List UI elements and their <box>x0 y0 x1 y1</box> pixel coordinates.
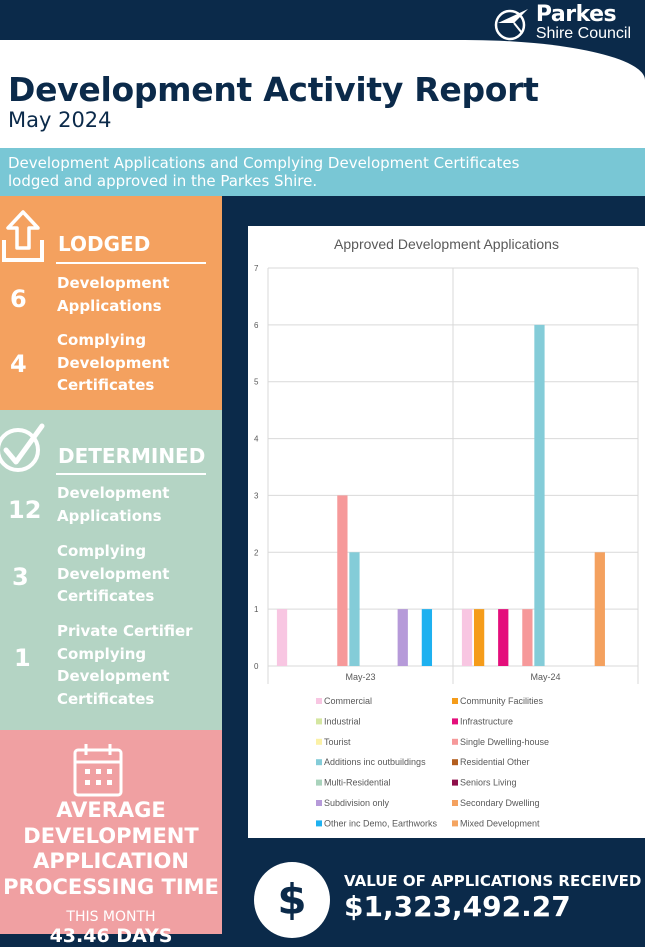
determined-da-label: Development Applications <box>57 484 170 525</box>
determined-cdc-label: Complying Development Certificates <box>57 542 170 605</box>
legend-label: Commercial <box>324 696 372 706</box>
determined-da-count: 12 <box>8 496 42 524</box>
lodged-da-count: 6 <box>10 285 27 313</box>
bar <box>473 609 485 666</box>
y-tick-label: 4 <box>254 435 259 444</box>
value-amount: $1,323,492.27 <box>344 890 571 923</box>
legend-swatch <box>316 718 322 725</box>
legend-swatch <box>452 718 458 725</box>
lodged-cdc-count: 4 <box>10 350 27 378</box>
determined-divider <box>56 473 206 475</box>
legend-label: Mixed Development <box>460 818 540 828</box>
y-tick-label: 3 <box>254 491 259 500</box>
legend-swatch <box>316 698 322 704</box>
approved-da-chart: Approved Development Applications 0 1 2 3 4 5… <box>248 226 645 838</box>
determined-panel: DETERMINED 12 Development Applications 3… <box>0 410 222 730</box>
y-tick-label: 6 <box>254 321 259 330</box>
bar <box>534 324 545 666</box>
legend-swatch <box>452 820 458 827</box>
legend-label: Multi-Residential <box>324 778 391 788</box>
legend-swatch <box>452 759 458 766</box>
legend-swatch <box>316 820 322 827</box>
upload-icon <box>2 210 44 262</box>
processing-title: AVERAGE DEVELOPMENT APPLICATION PROCESSI… <box>3 798 219 899</box>
legend-label: Additions inc outbuildings <box>324 757 426 767</box>
processing-panel: AVERAGE DEVELOPMENT APPLICATION PROCESSI… <box>0 730 222 947</box>
bar <box>349 552 360 666</box>
legend-swatch <box>316 779 322 786</box>
private-certifier-count: 1 <box>14 644 31 672</box>
bar <box>498 609 509 666</box>
private-certifier-label: Private Certifier Complying Development … <box>57 622 193 708</box>
report-period: May 2024 <box>8 108 112 132</box>
legend-label: Other inc Demo, Earthworks <box>324 818 438 828</box>
legend-swatch <box>452 779 458 786</box>
bar <box>276 609 288 666</box>
legend-swatch <box>452 800 458 806</box>
council-logo: Parkes Shire Council <box>492 0 631 46</box>
lodged-heading: LODGED <box>58 232 151 256</box>
value-label: VALUE OF APPLICATIONS RECEIVED <box>344 872 642 890</box>
y-tick-label: 2 <box>254 548 259 557</box>
bar <box>337 495 348 666</box>
y-tick-label: 1 <box>254 605 259 614</box>
processing-days: 43.46 DAYS <box>49 925 173 947</box>
determined-cdc-count: 3 <box>12 563 29 591</box>
legend-label: Subdivision only <box>324 798 390 808</box>
x-tick-label: May-24 <box>530 672 560 682</box>
legend-label: Seniors Living <box>460 778 517 788</box>
lodged-cdc-label: Complying Development Certificates <box>57 331 170 394</box>
legend-label: Secondary Dwelling <box>460 798 540 808</box>
calendar-icon <box>73 744 123 797</box>
dollar-icon: $ <box>254 862 330 938</box>
this-month-label: THIS MONTH <box>66 909 156 925</box>
intro-line-2: lodged and approved in the Parkes Shire. <box>8 172 318 190</box>
x-tick-label: May-23 <box>345 672 375 682</box>
y-tick-label: 0 <box>254 662 259 671</box>
logo-subname: Shire Council <box>535 25 631 42</box>
chart-plot: 0 1 2 3 4 5 6 7 May-23 May-24 Commercial Community … <box>254 264 639 828</box>
legend-label: Community Facilities <box>460 696 544 706</box>
legend-swatch <box>316 759 322 766</box>
bar <box>594 552 605 666</box>
legend-label: Infrastructure <box>460 716 513 726</box>
intro-line-1: Development Applications and Complying D… <box>8 154 520 172</box>
bar <box>522 609 533 666</box>
legend-label: Industrial <box>324 716 361 726</box>
bar <box>461 609 473 666</box>
logo-name: Parkes <box>535 2 617 27</box>
y-tick-label: 5 <box>254 378 259 387</box>
bar <box>421 609 433 666</box>
legend-label: Single Dwelling-house <box>460 737 549 747</box>
y-tick-label: 7 <box>254 264 259 273</box>
legend-swatch <box>452 738 458 745</box>
legend-swatch <box>316 800 322 806</box>
legend-label: Tourist <box>324 737 351 747</box>
lodged-da-label: Development Applications <box>57 274 170 315</box>
lodged-panel: LODGED 6 Development Applications 4 Comp… <box>0 196 222 410</box>
checkmark-icon <box>0 423 45 472</box>
chart-title: Approved Development Applications <box>334 236 559 252</box>
intro-band: Development Applications and Complying D… <box>0 148 645 196</box>
determined-heading: DETERMINED <box>58 444 206 468</box>
title-band <box>0 40 645 148</box>
legend-swatch <box>316 738 322 745</box>
bar <box>397 609 408 666</box>
lodged-divider <box>56 262 206 264</box>
legend-swatch <box>452 698 458 704</box>
page-title: Development Activity Report <box>8 70 539 109</box>
council-logo-icon <box>494 9 528 41</box>
legend-label: Residential Other <box>460 757 530 767</box>
